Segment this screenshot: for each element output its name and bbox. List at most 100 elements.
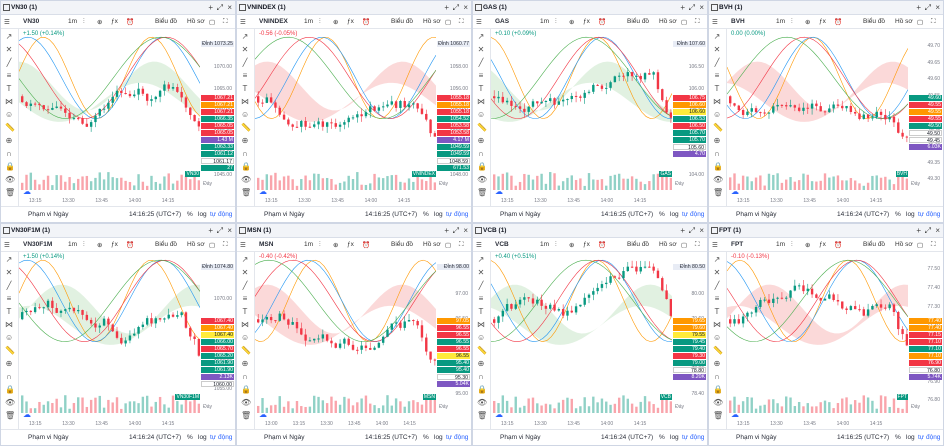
text-icon[interactable]: T	[478, 84, 484, 93]
range-selector[interactable]: Phạm vi Ngày	[28, 434, 69, 441]
auto-toggle[interactable]: tự động	[446, 434, 469, 441]
symbol-selector[interactable]: VN30F1M	[23, 241, 53, 248]
profile-button[interactable]: Hồ sơ	[423, 18, 441, 25]
ruler-icon[interactable]: 📏	[713, 123, 723, 132]
camera-icon[interactable]: ▢	[917, 242, 924, 249]
add-icon[interactable]: +	[444, 3, 449, 12]
menu-icon[interactable]: ☰	[4, 242, 10, 249]
cross-icon[interactable]: ✕	[713, 268, 721, 277]
bar-style-icon[interactable]: ⫶	[791, 18, 793, 25]
cloud-icon[interactable]: ☁	[259, 187, 267, 196]
ruler-icon[interactable]: 📏	[241, 346, 251, 355]
bar-style-icon[interactable]: ⫶	[83, 18, 85, 25]
auto-toggle[interactable]: tự động	[918, 211, 941, 218]
profile-button[interactable]: Hồ sơ	[659, 241, 677, 248]
layout-icon[interactable]	[711, 227, 718, 234]
close-icon[interactable]: ×	[227, 226, 232, 235]
log-toggle[interactable]: log	[670, 434, 679, 441]
trash-icon[interactable]: 🗑	[477, 411, 488, 420]
smile-icon[interactable]: ☺	[477, 333, 486, 342]
symbol-selector[interactable]: BVH	[731, 18, 745, 25]
ruler-icon[interactable]: 📏	[477, 123, 487, 132]
range-selector[interactable]: Phạm vi Ngày	[736, 211, 777, 218]
cloud-icon[interactable]: ☁	[495, 410, 503, 419]
smile-icon[interactable]: ☺	[5, 333, 14, 342]
lock-icon[interactable]: 🔒	[5, 162, 15, 171]
lock-icon[interactable]: 🔒	[5, 385, 15, 394]
ruler-icon[interactable]: 📏	[5, 123, 15, 132]
bar-style-icon[interactable]: ⫶	[791, 241, 793, 248]
fib-icon[interactable]: ≡	[242, 294, 248, 303]
ruler-icon[interactable]: 📏	[477, 346, 487, 355]
panel-tab-title[interactable]: VN30F1M (1)	[11, 227, 51, 234]
cross-icon[interactable]: ✕	[477, 45, 485, 54]
zoom-icon[interactable]: ⊕	[713, 136, 721, 145]
fib-icon[interactable]: ≡	[714, 294, 720, 303]
panel-tab-title[interactable]: FPT (1)	[719, 227, 742, 234]
range-selector[interactable]: Phạm vi Ngày	[736, 434, 777, 441]
alert-icon[interactable]: ⏰	[126, 242, 135, 249]
trend-line-icon[interactable]: ╱	[6, 58, 12, 67]
log-toggle[interactable]: log	[434, 434, 443, 441]
fib-icon[interactable]: ≡	[242, 71, 248, 80]
expand-icon[interactable]: ⤢	[216, 3, 223, 12]
price-axis[interactable]: 1060.001058.001056.001054.001052.001050.…	[411, 29, 470, 206]
camera-icon[interactable]: ▢	[209, 19, 216, 26]
expand-icon[interactable]: ⤢	[216, 226, 223, 235]
log-toggle[interactable]: log	[434, 211, 443, 218]
expand-icon[interactable]: ⤢	[452, 3, 459, 12]
fib-icon[interactable]: ≡	[478, 71, 484, 80]
cursor-icon[interactable]: ↗	[477, 32, 485, 41]
indicator-icon[interactable]: ƒx	[111, 18, 118, 25]
cloud-icon[interactable]: ☁	[731, 410, 739, 419]
range-selector[interactable]: Phạm vi Ngày	[264, 211, 305, 218]
cursor-icon[interactable]: ↗	[713, 32, 721, 41]
trend-line-icon[interactable]: ╱	[714, 281, 720, 290]
trash-icon[interactable]: 🗑	[477, 188, 488, 197]
cross-icon[interactable]: ✕	[477, 268, 485, 277]
price-axis[interactable]: 49.7049.6549.6049.5549.5049.4549.4049.35…	[895, 29, 942, 206]
indicator-icon[interactable]: ƒx	[347, 241, 354, 248]
price-axis[interactable]: 1075.001070.001065.001060.001055.00Đỉnh …	[175, 252, 234, 429]
menu-icon[interactable]: ☰	[240, 19, 246, 26]
layout-icon[interactable]	[3, 4, 10, 11]
fullscreen-icon[interactable]: ⛶	[695, 241, 700, 248]
range-selector[interactable]: Phạm vi Ngày	[500, 434, 541, 441]
camera-icon[interactable]: ▢	[681, 242, 688, 249]
indicator-icon[interactable]: ƒx	[347, 18, 354, 25]
fullscreen-icon[interactable]: ⛶	[931, 241, 936, 248]
zoom-icon[interactable]: ⊕	[241, 136, 249, 145]
cursor-icon[interactable]: ↗	[477, 255, 485, 264]
zoom-icon[interactable]: ⊕	[5, 136, 13, 145]
lock-icon[interactable]: 🔒	[241, 162, 251, 171]
auto-toggle[interactable]: tự động	[210, 211, 233, 218]
zoom-icon[interactable]: ⊕	[241, 359, 249, 368]
price-chart[interactable]	[491, 252, 672, 415]
ruler-icon[interactable]: 📏	[713, 346, 723, 355]
trend-line-icon[interactable]: ╱	[478, 58, 484, 67]
menu-icon[interactable]: ☰	[712, 19, 718, 26]
interval-selector[interactable]: 1m	[68, 18, 78, 25]
layout-icon[interactable]	[3, 227, 10, 234]
cloud-icon[interactable]: ☁	[495, 187, 503, 196]
bar-style-icon[interactable]: ⫶	[319, 241, 321, 248]
symbol-selector[interactable]: MSN	[259, 241, 274, 248]
lock-icon[interactable]: 🔒	[477, 385, 487, 394]
auto-toggle[interactable]: tự động	[682, 434, 705, 441]
magnet-icon[interactable]: ∩	[714, 372, 720, 381]
fullscreen-icon[interactable]: ⛶	[459, 241, 464, 248]
menu-icon[interactable]: ☰	[476, 242, 482, 249]
cloud-icon[interactable]: ☁	[23, 187, 31, 196]
eye-icon[interactable]: 👁	[713, 398, 724, 407]
expand-icon[interactable]: ⤢	[688, 3, 695, 12]
compare-icon[interactable]: ⊕	[569, 19, 575, 26]
time-axis[interactable]: 13:15 13:30 13:45 14:00 14:15	[493, 198, 671, 205]
pattern-icon[interactable]: ⋈	[241, 97, 249, 106]
text-icon[interactable]: T	[6, 84, 12, 93]
cursor-icon[interactable]: ↗	[713, 255, 721, 264]
close-icon[interactable]: ×	[463, 226, 468, 235]
interval-selector[interactable]: 1m	[304, 18, 314, 25]
pattern-icon[interactable]: ⋈	[713, 97, 721, 106]
cross-icon[interactable]: ✕	[5, 268, 13, 277]
